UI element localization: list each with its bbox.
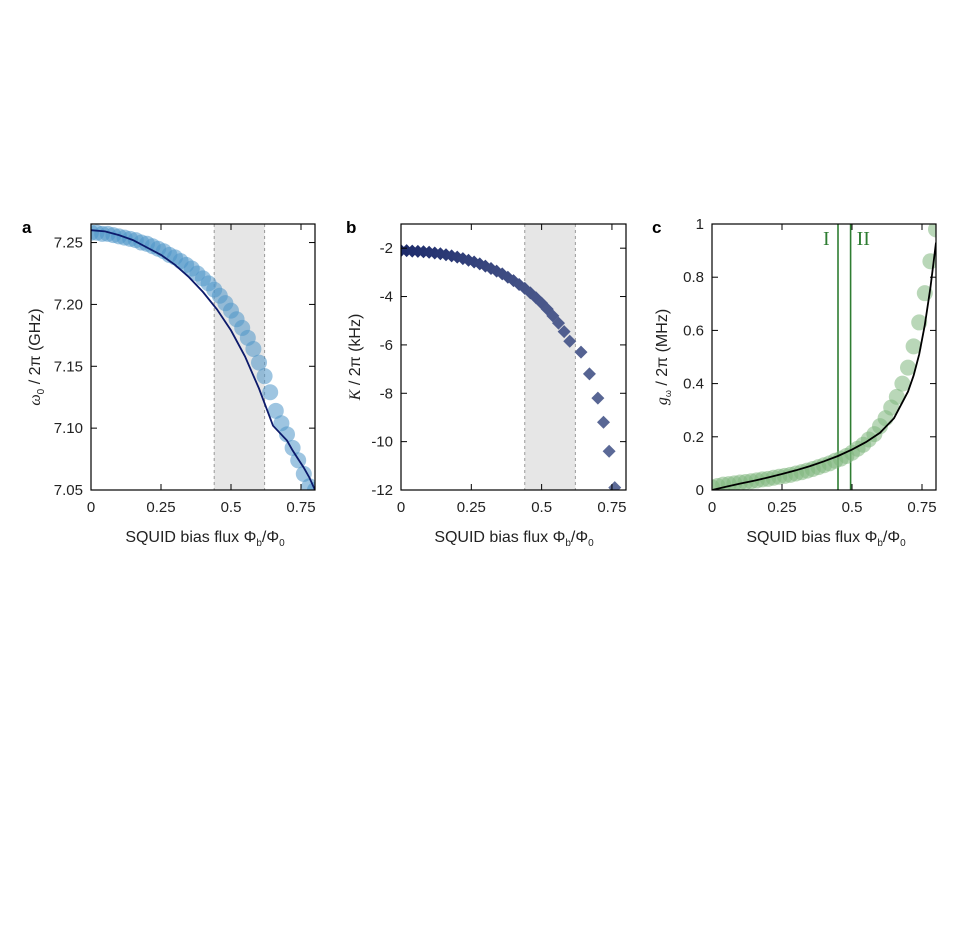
panel-c-letter: c: [652, 218, 661, 237]
y-tick-label: -6: [380, 337, 393, 354]
x-tick-label: 0.75: [597, 499, 626, 516]
y-tick-label: 0.2: [683, 429, 704, 446]
x-tick-label: 0: [87, 499, 95, 516]
panel-b-y-axis-label: K / 2π (kHz): [347, 314, 364, 402]
x-tick-label: 0.5: [221, 499, 242, 516]
data-point: [445, 249, 459, 263]
data-point: [602, 444, 616, 458]
x-tick-label: 0.5: [531, 499, 552, 516]
data-point: [608, 481, 622, 490]
y-tick-label: -8: [380, 385, 393, 402]
data-point: [256, 368, 273, 385]
y-tick-label: 0.8: [683, 269, 704, 286]
data-point: [591, 391, 605, 405]
region-label-II: II: [857, 228, 870, 250]
data-point: [574, 345, 588, 359]
data-point: [894, 375, 911, 392]
data-point: [563, 334, 577, 348]
fit-line: [91, 229, 315, 490]
panel-a-letter: a: [22, 218, 32, 237]
plot-frame: [400, 223, 627, 491]
x-tick-label: 0.75: [907, 499, 936, 516]
data-point: [888, 388, 905, 405]
data-point: [262, 384, 279, 401]
shaded-region: [524, 224, 576, 490]
y-tick-label: 7.20: [54, 296, 83, 313]
data-point: [911, 314, 928, 331]
panel-c-y-axis-label: gω / 2π (MHz): [654, 309, 673, 405]
y-tick-label: -10: [371, 434, 393, 451]
panel-b-x-axis-label: SQUID bias flux Φb/Φ0: [434, 529, 594, 549]
y-tick-label: 1: [696, 216, 704, 233]
data-point: [267, 402, 284, 419]
data-point: [245, 340, 262, 357]
x-tick-label: 0.75: [286, 499, 315, 516]
x-tick-label: 0.25: [767, 499, 796, 516]
fit-line: [712, 242, 936, 490]
panel-a-y-axis-label: ω0 / 2π (GHz): [27, 308, 47, 405]
x-tick-label: 0.25: [457, 499, 486, 516]
data-point: [928, 224, 936, 238]
x-tick-label: 0: [397, 499, 405, 516]
panel-b-plot: 0 0.25 0.5 0.75 -12 -10 -8 -6 -4 -2: [371, 223, 627, 516]
y-tick-label: -4: [380, 289, 393, 306]
data-point: [557, 325, 571, 339]
data-point: [251, 354, 267, 371]
data-point: [295, 465, 312, 482]
y-tick-label: 0.6: [683, 322, 704, 339]
panel-a-x-axis-label: SQUID bias flux Φb/Φ0: [125, 529, 285, 549]
y-tick-label: 7.15: [54, 358, 83, 375]
y-tick-label: 7.05: [54, 482, 83, 499]
data-point: [900, 359, 916, 376]
data-layer: [401, 244, 622, 490]
data-point: [552, 316, 565, 330]
x-tick-label: 0: [708, 499, 716, 516]
data-point: [279, 426, 295, 443]
y-tick-label: 0.4: [683, 376, 704, 393]
plot-frame: [90, 223, 316, 491]
data-layer: [712, 224, 936, 490]
data-layer: [91, 224, 315, 490]
region-label-I: I: [823, 228, 830, 250]
y-tick-label: -12: [371, 482, 393, 499]
y-tick-label: 0: [696, 482, 704, 499]
data-point: [597, 415, 610, 429]
panel-c-x-axis-label: SQUID bias flux Φb/Φ0: [746, 529, 906, 549]
panel-a-plot: 0 0.25 0.5 0.75 7.05 7.10 7.15 7.20 7.25: [54, 223, 316, 516]
data-point: [905, 338, 922, 355]
panel-b-letter: b: [346, 218, 356, 237]
y-tick-label: 7.10: [54, 420, 83, 437]
y-tick-label: 7.25: [54, 235, 83, 252]
plot-frame: [711, 223, 937, 491]
y-tick-label: -2: [380, 240, 393, 257]
x-tick-label: 0.5: [842, 499, 863, 516]
data-point: [582, 367, 596, 381]
x-tick-label: 0.25: [146, 499, 175, 516]
